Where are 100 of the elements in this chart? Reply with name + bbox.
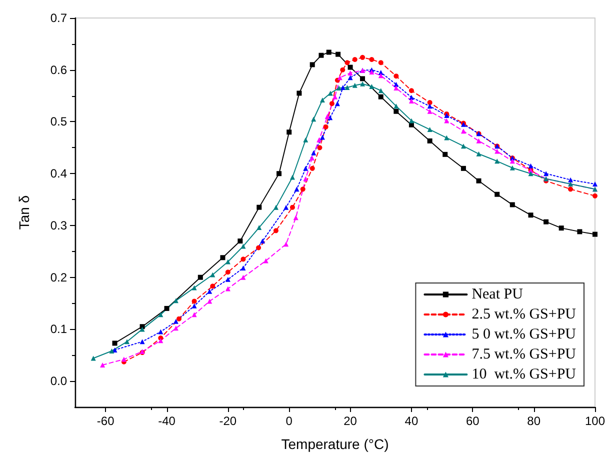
x-tick-label: 60	[466, 414, 480, 428]
point	[317, 145, 322, 150]
point	[378, 73, 384, 78]
point	[311, 116, 316, 122]
point	[568, 186, 574, 192]
point	[310, 62, 315, 68]
point	[510, 165, 515, 170]
y-axis-title: Tan δ	[16, 195, 32, 230]
point	[121, 356, 126, 362]
point	[340, 85, 346, 90]
point	[369, 84, 374, 89]
point	[240, 274, 246, 280]
point	[311, 150, 316, 156]
point	[192, 298, 197, 304]
point	[394, 74, 399, 79]
point	[158, 338, 164, 344]
x-tick-label: 80	[527, 414, 541, 428]
point	[344, 85, 350, 90]
point	[303, 166, 308, 171]
point	[207, 288, 212, 294]
point	[158, 329, 164, 334]
point	[328, 90, 333, 96]
point	[394, 82, 399, 87]
point	[263, 258, 268, 264]
point	[192, 285, 197, 290]
x-tick-label: -20	[219, 414, 237, 428]
point	[592, 232, 598, 237]
x-axis-title: Temperature (°C)	[281, 436, 389, 452]
x-tick-label: -60	[96, 414, 115, 428]
point	[320, 97, 325, 102]
point	[476, 138, 482, 144]
point	[544, 171, 549, 176]
point	[568, 177, 574, 182]
point	[352, 82, 358, 88]
point	[332, 94, 338, 100]
point	[210, 272, 216, 278]
point	[294, 186, 300, 192]
point	[310, 156, 315, 161]
point	[260, 238, 265, 244]
point	[324, 114, 330, 120]
point	[369, 56, 374, 62]
point	[284, 242, 289, 247]
point	[352, 56, 358, 62]
point	[544, 219, 549, 224]
point	[316, 137, 322, 142]
x-tick-label: 100	[584, 414, 606, 428]
point	[336, 52, 341, 57]
point	[494, 148, 500, 154]
point	[510, 158, 515, 164]
point	[124, 339, 130, 344]
point	[225, 259, 230, 264]
legend-label: Neat PU	[472, 286, 524, 302]
point	[336, 86, 342, 91]
point	[284, 204, 289, 210]
point	[427, 127, 432, 132]
point	[198, 274, 203, 280]
point	[344, 60, 350, 66]
point	[273, 204, 278, 210]
point	[276, 171, 282, 176]
point	[577, 229, 582, 234]
y-tick-label: 0.7	[50, 11, 68, 25]
point	[192, 312, 197, 318]
x-tick-label: -40	[158, 414, 176, 428]
y-tick-label: 0.2	[50, 270, 68, 284]
y-tick-label: 0.5	[50, 114, 68, 129]
point	[326, 50, 332, 55]
point	[408, 118, 414, 124]
point	[323, 124, 328, 130]
point	[100, 362, 106, 368]
point	[140, 326, 145, 332]
point	[408, 98, 414, 104]
point	[112, 340, 118, 346]
legend-label: 10 wt.% GS+PU	[472, 366, 576, 382]
point	[528, 171, 534, 176]
point	[109, 348, 114, 354]
point	[173, 298, 178, 304]
point	[476, 151, 482, 156]
point	[360, 81, 366, 86]
point	[337, 75, 342, 80]
point	[378, 94, 384, 100]
point	[140, 324, 145, 330]
point	[528, 163, 534, 168]
y-tick-label: 0.4	[50, 166, 68, 181]
point	[173, 326, 178, 331]
point	[176, 316, 182, 322]
point	[207, 298, 212, 304]
point	[310, 166, 315, 171]
point	[510, 202, 515, 208]
point	[378, 60, 384, 66]
point	[460, 128, 466, 134]
point	[303, 176, 308, 182]
point	[225, 286, 230, 292]
point	[394, 86, 399, 91]
point	[494, 192, 500, 197]
point	[303, 137, 308, 142]
point	[173, 318, 178, 324]
legend-label: 2.5 wt.% GS+PU	[472, 306, 576, 322]
point	[494, 158, 500, 164]
point	[427, 104, 432, 109]
point	[240, 256, 246, 262]
